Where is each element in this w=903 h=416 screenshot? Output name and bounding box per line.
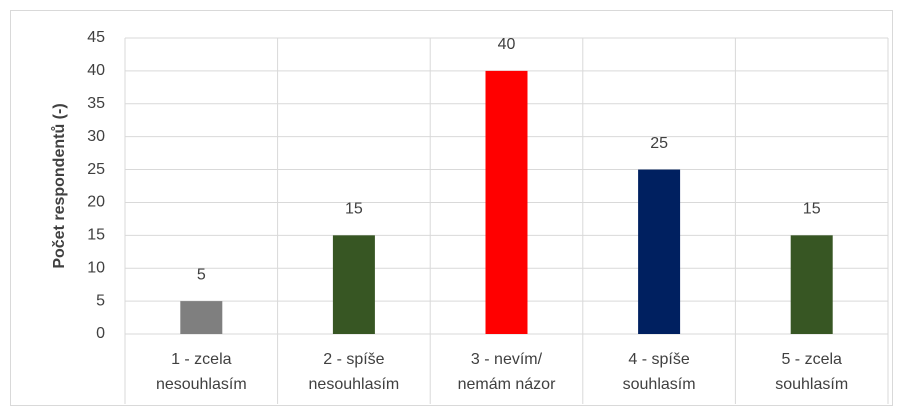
x-tick-label: 3 - nevím/ — [471, 351, 543, 368]
x-tick-label: souhlasím — [775, 376, 848, 393]
data-label: 25 — [650, 135, 668, 152]
y-axis-label: Počet respondentů (-) — [51, 103, 68, 268]
data-label: 5 — [197, 266, 206, 283]
bar — [638, 169, 681, 334]
data-label: 40 — [498, 36, 516, 53]
x-tick-label: 1 - zcela — [171, 351, 232, 368]
y-tick-label: 25 — [87, 161, 105, 178]
y-tick-label: 20 — [87, 194, 105, 211]
x-tick-label: 2 - spíše — [323, 351, 384, 368]
x-tick-label: nemám názor — [458, 376, 556, 393]
x-tick-label: 5 - zcela — [781, 351, 842, 368]
bar — [485, 70, 528, 334]
data-label: 15 — [345, 201, 363, 218]
y-tick-label: 10 — [87, 259, 105, 276]
y-tick-label: 0 — [96, 325, 105, 342]
y-tick-label: 40 — [87, 62, 105, 79]
data-label: 15 — [803, 201, 821, 218]
x-tick-label: souhlasím — [623, 376, 696, 393]
bar — [180, 301, 223, 334]
x-tick-label: 4 - spíše — [628, 351, 689, 368]
y-tick-label: 15 — [87, 227, 105, 244]
chart-border — [10, 10, 893, 406]
y-tick-label: 45 — [87, 29, 105, 46]
bar — [332, 235, 375, 334]
y-tick-label: 30 — [87, 128, 105, 145]
y-tick-label: 35 — [87, 95, 105, 112]
x-tick-label: nesouhlasím — [156, 376, 247, 393]
y-tick-label: 5 — [96, 292, 105, 309]
bar — [790, 235, 833, 334]
x-tick-label: nesouhlasím — [309, 376, 400, 393]
